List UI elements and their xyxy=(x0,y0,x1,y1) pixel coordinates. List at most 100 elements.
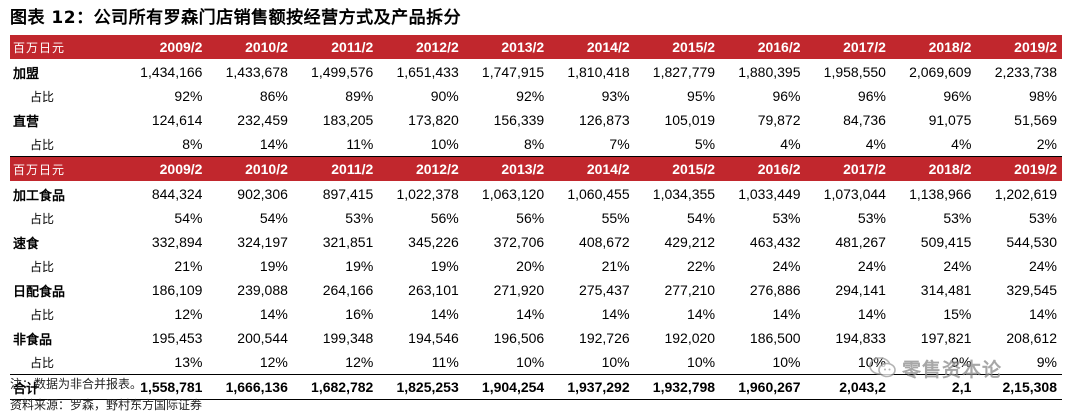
cell-value: 463,432 xyxy=(749,234,801,250)
cell-value: 14% xyxy=(259,306,288,322)
cell-value: 183,205 xyxy=(322,112,374,128)
category-row: 非食品 195,453 200,544 199,348 194,546 196,506 19… xyxy=(10,326,1062,350)
cell-value: 200,544 xyxy=(237,330,288,346)
cell-value: 2,069,609 xyxy=(909,64,972,80)
cell-value: 14% xyxy=(259,136,288,152)
cell-value: 195,453 xyxy=(151,330,203,346)
cell-value: 21% xyxy=(601,258,630,274)
cell-value: 1,060,455 xyxy=(567,186,630,202)
share-row: 占比 54% 54% 53% 56% 56% 55% 54% 53% 53% 53% 53% xyxy=(10,206,1062,230)
cell-value: 16% xyxy=(345,306,374,322)
row-label: 占比 xyxy=(30,89,55,104)
unit-label: 百万日元 xyxy=(10,156,123,182)
category-row: 加盟 1,434,166 1,433,678 1,499,576 1,651,433 1,… xyxy=(10,60,1062,85)
year-header: 2013/2 xyxy=(463,35,550,60)
row-label: 占比 xyxy=(30,259,55,274)
cell-value: 429,212 xyxy=(664,234,716,250)
cell-value: 93% xyxy=(601,88,630,104)
cell-value: 14% xyxy=(601,306,630,322)
cell-value: 1,880,395 xyxy=(738,64,801,80)
row-label: 加盟 xyxy=(13,66,40,82)
cell-value: 95% xyxy=(687,88,716,104)
cell-value: 19% xyxy=(430,258,459,274)
cell-value: 84,736 xyxy=(843,112,886,128)
year-header: 2015/2 xyxy=(634,156,721,182)
cell-value: 20% xyxy=(516,258,545,274)
category-row: 日配食品 186,109 239,088 264,166 263,101 271,920 2… xyxy=(10,278,1062,302)
row-label: 占比 xyxy=(30,137,55,152)
cell-value: 332,894 xyxy=(151,234,203,250)
cell-value: 86% xyxy=(259,88,288,104)
row-label: 非食品 xyxy=(13,332,53,348)
cell-value: 276,886 xyxy=(749,282,801,298)
cell-value: 1,747,915 xyxy=(481,64,545,80)
cell-value: 96% xyxy=(857,88,886,104)
cell-value: 1,433,678 xyxy=(225,64,288,80)
cell-value: 11% xyxy=(346,136,374,152)
year-header: 2018/2 xyxy=(890,35,977,60)
cell-value: 1,499,576 xyxy=(311,64,374,80)
cell-value: 22% xyxy=(687,258,716,274)
header-row: 百万日元 2009/2 2010/2 2011/2 2012/2 2013/2 2014/2… xyxy=(10,156,1062,182)
cell-value: 1,958,550 xyxy=(823,64,886,80)
cell-value: 90% xyxy=(430,88,459,104)
cell-value: 12% xyxy=(174,306,203,322)
watermark-text: 零售资本论 xyxy=(902,358,1003,381)
cell-value: 126,873 xyxy=(579,112,630,128)
cell-value: 1,034,355 xyxy=(652,186,716,202)
cell-value: 372,706 xyxy=(493,234,545,250)
cell-value: 4% xyxy=(951,136,972,152)
cell-value: 14% xyxy=(516,306,545,322)
cell-value: 124,614 xyxy=(151,112,203,128)
cell-value: 173,820 xyxy=(408,112,459,128)
cell-value: 9% xyxy=(951,354,972,370)
total-value: 1,666,136 xyxy=(207,374,293,400)
cell-value: 10% xyxy=(430,136,459,152)
header-row: 百万日元 2009/2 2010/2 2011/2 2012/2 2013/2 2014/2… xyxy=(10,35,1062,60)
category-row: 加工食品 844,324 902,306 897,415 1,022,378 1,063,… xyxy=(10,182,1062,207)
year-header: 2013/2 xyxy=(463,156,550,182)
cell-value: 12% xyxy=(345,354,374,370)
cell-value: 263,101 xyxy=(408,282,459,298)
wechat-icon xyxy=(869,357,896,378)
total-value: 2,15,308 xyxy=(976,374,1062,400)
cell-value: 13% xyxy=(174,354,203,370)
cell-value: 19% xyxy=(345,258,374,274)
cell-value: 105,019 xyxy=(664,112,716,128)
sales-table: 百万日元 2009/2 2010/2 2011/2 2012/2 2013/2 2014/2… xyxy=(10,35,1062,400)
cell-value: 844,324 xyxy=(151,186,203,202)
cell-value: 208,612 xyxy=(1006,330,1057,346)
year-header: 2016/2 xyxy=(720,156,806,182)
cell-value: 19% xyxy=(259,258,288,274)
cell-value: 98% xyxy=(1028,88,1057,104)
total-value: 1,825,253 xyxy=(378,374,464,400)
cell-value: 345,226 xyxy=(408,234,459,250)
cell-value: 24% xyxy=(772,258,801,274)
year-header: 2010/2 xyxy=(207,35,293,60)
cell-value: 54% xyxy=(259,210,288,226)
cell-value: 5% xyxy=(694,136,716,152)
cell-value: 14% xyxy=(430,306,459,322)
total-value: 1,904,254 xyxy=(463,374,550,400)
cell-value: 8% xyxy=(523,136,545,152)
cell-value: 1,434,166 xyxy=(140,64,203,80)
figure-title: 图表 12：公司所有罗森门店销售额按经营方式及产品拆分 xyxy=(10,8,462,28)
cell-value: 56% xyxy=(516,210,545,226)
source-note: 资料来源：罗森，野村东方国际证券 xyxy=(10,398,203,412)
share-row: 占比 13% 12% 12% 11% 10% 10% 10% 10% 10% 9% 9% xyxy=(10,350,1062,375)
total-value: 1,960,267 xyxy=(720,374,806,400)
cell-value: 9% xyxy=(1036,354,1057,370)
cell-value: 1,651,433 xyxy=(396,64,459,80)
cell-value: 14% xyxy=(687,306,716,322)
cell-value: 12% xyxy=(259,354,288,370)
year-header: 2009/2 xyxy=(122,156,208,182)
year-header: 2011/2 xyxy=(292,156,379,182)
row-label: 占比 xyxy=(30,211,55,226)
cell-value: 1,073,044 xyxy=(823,186,886,202)
cell-value: 11% xyxy=(431,354,459,370)
cell-value: 321,851 xyxy=(322,234,374,250)
cell-value: 53% xyxy=(943,210,972,226)
cell-value: 7% xyxy=(609,136,630,152)
cell-value: 186,500 xyxy=(749,330,801,346)
year-header: 2011/2 xyxy=(292,35,379,60)
